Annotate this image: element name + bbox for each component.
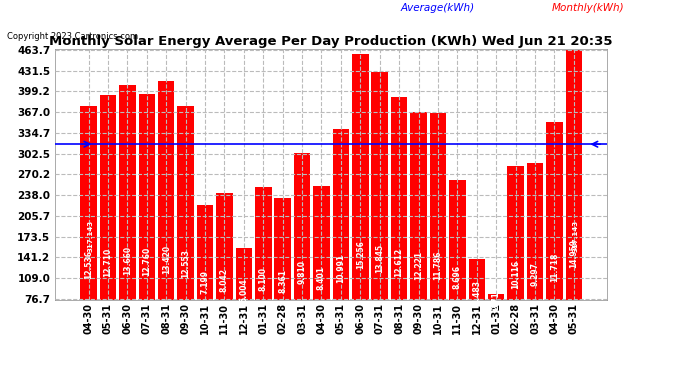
Text: 13.845: 13.845: [375, 243, 384, 273]
Text: 13.660: 13.660: [123, 246, 132, 275]
Text: 11.718: 11.718: [550, 252, 559, 282]
Bar: [80, 106, 97, 348]
Bar: [216, 193, 233, 348]
Bar: [488, 294, 504, 348]
Bar: [430, 113, 446, 348]
Text: 8.401: 8.401: [317, 266, 326, 290]
Bar: [177, 106, 194, 348]
Bar: [275, 198, 291, 348]
Bar: [507, 166, 524, 348]
Text: 12.710: 12.710: [104, 248, 112, 277]
Bar: [139, 94, 155, 348]
Text: 5.004: 5.004: [239, 278, 248, 302]
Bar: [566, 50, 582, 348]
Bar: [119, 85, 136, 348]
Text: 4.483: 4.483: [472, 279, 482, 303]
Text: 2.719: 2.719: [492, 286, 501, 310]
Text: 9.810: 9.810: [297, 260, 306, 284]
Bar: [449, 180, 466, 348]
Text: 8.100: 8.100: [259, 267, 268, 291]
Bar: [352, 54, 368, 348]
Title: Monthly Solar Energy Average Per Day Production (KWh) Wed Jun 21 20:35: Monthly Solar Energy Average Per Day Pro…: [50, 34, 613, 48]
Text: 8.361: 8.361: [278, 268, 287, 292]
Text: 317.143: 317.143: [88, 220, 93, 252]
Text: 7.199: 7.199: [201, 270, 210, 294]
Bar: [197, 205, 213, 348]
Text: Monthly(kWh): Monthly(kWh): [552, 3, 624, 13]
Text: 10.116: 10.116: [511, 260, 520, 290]
Text: 9.297: 9.297: [531, 262, 540, 286]
Text: 12.553: 12.553: [181, 250, 190, 279]
Bar: [99, 95, 116, 348]
Text: 8.042: 8.042: [220, 268, 229, 292]
Bar: [411, 112, 427, 348]
Text: Average(kWh): Average(kWh): [400, 3, 474, 13]
Text: 12.536: 12.536: [84, 250, 93, 279]
Bar: [313, 186, 330, 348]
Bar: [391, 97, 407, 348]
Text: 13.420: 13.420: [161, 245, 170, 274]
Bar: [235, 248, 252, 348]
Bar: [333, 129, 349, 348]
Text: 12.221: 12.221: [414, 251, 423, 280]
Text: 12.760: 12.760: [142, 247, 151, 276]
Text: 8.696: 8.696: [453, 266, 462, 290]
Bar: [526, 163, 543, 348]
Text: 317.143: 317.143: [573, 220, 579, 252]
Text: Copyright 2023 Cartronics.com: Copyright 2023 Cartronics.com: [7, 32, 138, 41]
Bar: [371, 72, 388, 348]
Text: 14.959: 14.959: [569, 240, 578, 268]
Text: 11.786: 11.786: [433, 251, 442, 280]
Bar: [158, 81, 175, 348]
Bar: [255, 187, 271, 348]
Bar: [469, 259, 485, 348]
Text: 12.612: 12.612: [395, 248, 404, 277]
Bar: [546, 122, 563, 348]
Bar: [294, 153, 310, 348]
Text: 15.256: 15.256: [356, 240, 365, 269]
Text: 10.991: 10.991: [337, 254, 346, 283]
